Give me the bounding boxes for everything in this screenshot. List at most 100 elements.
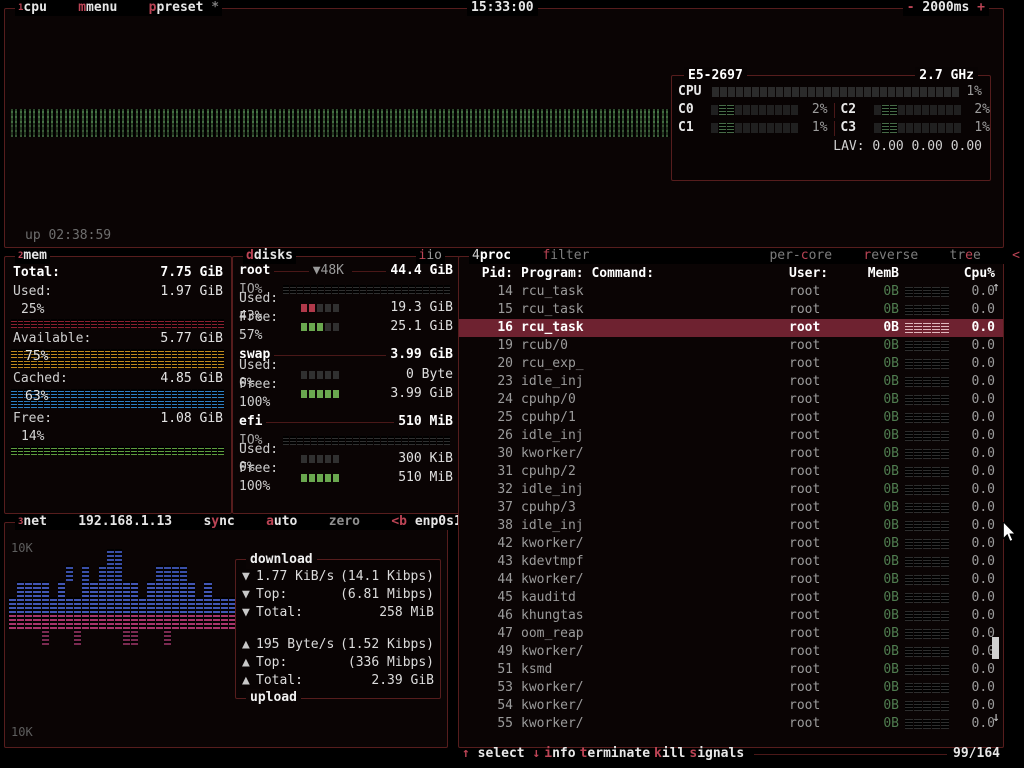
core-label-c0: C0 <box>678 102 694 117</box>
table-row[interactable]: 54 kworker/root 0B 0.0 <box>459 697 1003 715</box>
zero-label[interactable]: zero <box>328 514 361 529</box>
table-row[interactable]: 31 cpuhp/2 root 0B 0.0 <box>459 463 1003 481</box>
net-graph-cell <box>180 629 187 645</box>
disks-tab-label[interactable]: disks <box>253 248 293 263</box>
process-user: root <box>789 482 821 497</box>
proc-tab-label[interactable]: proc <box>479 248 512 263</box>
table-row[interactable]: 51 ksmd root 0B 0.0 <box>459 661 1003 679</box>
process-cpu-graph-cell <box>941 287 949 297</box>
upload-rate-row: ▲ 195 Byte/s (1.52 Kibps) <box>236 636 440 654</box>
table-row[interactable]: 53 kworker/root 0B 0.0 <box>459 679 1003 697</box>
table-row[interactable]: 30 kworker/root 0B 0.0 <box>459 445 1003 463</box>
table-row[interactable]: 47 oom_reap root 0B 0.0 <box>459 625 1003 643</box>
col-mem[interactable]: MemB <box>867 266 899 281</box>
table-row[interactable]: 24 cpuhp/0 root 0B 0.0 <box>459 391 1003 409</box>
net-graph-cell <box>57 613 65 629</box>
col-pid[interactable]: Pid: <box>481 266 513 281</box>
process-mem: 0B <box>883 536 899 551</box>
mem-tab-label[interactable]: mem <box>23 248 47 263</box>
sync-suffix[interactable]: nc <box>219 514 235 529</box>
filter-label[interactable]: ilter <box>550 248 590 263</box>
terminate-button[interactable]: terminate <box>579 746 651 761</box>
select-up-arrow-icon[interactable]: ↑ <box>462 746 470 761</box>
io-tab[interactable]: iio <box>415 248 445 264</box>
rate-decrease-button[interactable]: - <box>906 0 915 15</box>
select-control[interactable]: ↑ select ↓ <box>462 745 540 763</box>
table-row[interactable]: 32 idle_inj root 0B 0.0 <box>459 481 1003 499</box>
table-row[interactable]: 44 kworker/root 0B 0.0 <box>459 571 1003 589</box>
table-row[interactable]: 46 khungtas root 0B 0.0 <box>459 607 1003 625</box>
scroll-down-arrow-icon[interactable]: ↓ <box>992 710 1000 725</box>
table-row[interactable]: 49 kworker/root 0B 0.0 <box>459 643 1003 661</box>
menu-label[interactable]: menu <box>86 0 118 15</box>
mem-bar-cell <box>31 359 37 368</box>
signals-button[interactable]: signals <box>689 746 745 761</box>
col-user[interactable]: User: <box>789 266 829 281</box>
col-program[interactable]: Program: Command: <box>521 265 789 283</box>
cpu-graph-cell <box>546 123 555 137</box>
mem-bar-cell <box>24 399 31 408</box>
table-row[interactable]: 43 kdevtmpf root 0B 0.0 <box>459 553 1003 571</box>
mem-panel-title[interactable]: 2mem <box>15 248 50 264</box>
table-row[interactable]: 19 rcub/0 root 0B 0.0 <box>459 337 1003 355</box>
cpu-panel-title[interactable]: 1cpu mmenu ppreset * <box>15 0 223 16</box>
kill-button[interactable]: kill <box>654 746 686 761</box>
disk-io-cell <box>444 436 450 445</box>
auto-label[interactable]: uto <box>273 514 298 529</box>
col-cpu[interactable]: Cpu% <box>963 266 995 281</box>
table-row[interactable]: 26 idle_inj root 0B 0.0 <box>459 427 1003 445</box>
cpu-tab-number: 1 <box>18 3 24 13</box>
disk-meter-cell <box>317 389 323 398</box>
proc-sep-1 <box>519 248 535 263</box>
table-row[interactable]: 23 idle_inj root 0B 0.0 <box>459 373 1003 391</box>
proc-scrollbar[interactable] <box>992 297 1001 725</box>
process-pid: 42 <box>497 536 513 551</box>
process-cpu-graph-cell <box>905 431 913 441</box>
rate-increase-button[interactable]: + <box>977 0 985 15</box>
process-program: rcu_task <box>521 320 584 335</box>
net-panel-title[interactable]: 3net 192.168.1.13 sync auto zero <b enp0… <box>15 514 489 530</box>
per-core-suffix[interactable]: ore <box>808 248 833 263</box>
cpu-graph-cell <box>635 109 644 123</box>
table-row[interactable]: 14 rcu_task root 0B 0.0 <box>459 283 1003 301</box>
disks-panel-title[interactable]: ddisks <box>243 248 296 264</box>
table-row[interactable]: 42 kworker/root 0B 0.0 <box>459 535 1003 553</box>
process-cpu-graph-cell <box>905 413 913 423</box>
table-row[interactable]: 15 rcu_task root 0B 0.0 <box>459 301 1003 319</box>
mem-bar-cell <box>11 359 17 368</box>
table-row[interactable]: 38 idle_inj root 0B 0.0 <box>459 517 1003 535</box>
disk-size: 510 MiB <box>398 414 453 429</box>
cpu-graph-cell <box>216 109 225 123</box>
scroll-up-arrow-icon[interactable]: ↑ <box>992 280 1000 295</box>
prev-iface-button[interactable]: <b <box>391 514 407 529</box>
cpu-total-meter-cell <box>895 87 903 97</box>
mem-bar-cell <box>151 319 158 328</box>
preset-label[interactable]: preset <box>156 0 204 15</box>
mem-bar-cell <box>218 349 224 358</box>
info-button[interactable]: info <box>544 746 576 761</box>
tree-suffix[interactable]: e <box>972 248 981 263</box>
net-tab-label[interactable]: net <box>23 514 47 529</box>
select-down-arrow-icon[interactable]: ↓ <box>532 746 541 761</box>
table-row[interactable]: 37 cpuhp/3 root 0B 0.0 <box>459 499 1003 517</box>
net-graph-cell <box>98 581 106 597</box>
update-rate-control[interactable]: - 2000ms + <box>902 0 989 16</box>
proc-panel-title[interactable]: 4proc filter per-core reverse tree < cpu… <box>469 248 1024 264</box>
net-scale-top: 10K <box>11 541 33 555</box>
io-tab-label[interactable]: io <box>426 248 442 263</box>
proc-scrollbar-thumb[interactable] <box>992 637 999 659</box>
cpu-tab-label[interactable]: cpu <box>23 0 47 15</box>
net-graph-cell <box>122 629 131 645</box>
cpu-total-meter-cell <box>879 87 887 97</box>
reverse-label[interactable]: everse <box>871 248 919 263</box>
table-row[interactable]: 55 kworker/root 0B 0.0 <box>459 715 1003 733</box>
table-row[interactable]: 16 rcu_task root 0B 0.0 <box>459 319 1003 337</box>
table-row[interactable]: 20 rcu_exp_ root 0B 0.0 <box>459 355 1003 373</box>
table-row[interactable]: 45 kauditd root 0B 0.0 <box>459 589 1003 607</box>
mem-row-percent: 25% <box>21 302 45 317</box>
proc-sep-4 <box>926 248 942 263</box>
disk-io-cell <box>437 285 443 294</box>
table-row[interactable]: 25 cpuhp/1 root 0B 0.0 <box>459 409 1003 427</box>
process-cpu-graph-cell <box>914 467 922 477</box>
sort-prev-button[interactable]: < <box>1012 248 1020 263</box>
